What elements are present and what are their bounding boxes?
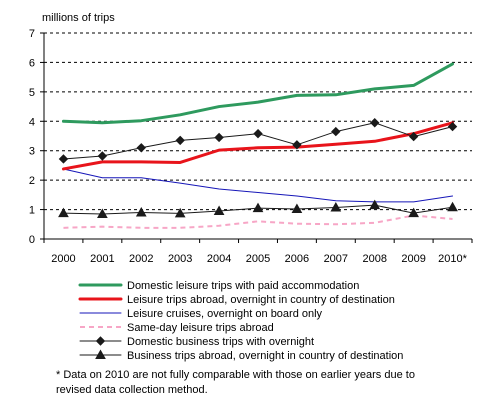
x-tick-label: 2004 (207, 253, 231, 265)
data-point (408, 207, 419, 218)
y-tick-label: 4 (29, 116, 35, 128)
x-tick-label: 2001 (90, 253, 114, 265)
legend: Domestic leisure trips with paid accommo… (78, 280, 403, 362)
series-line-1 (61, 121, 455, 171)
data-point (447, 121, 458, 132)
series-line-2 (62, 168, 454, 203)
series-4 (58, 118, 458, 164)
data-point (97, 208, 108, 218)
data-point (447, 201, 458, 212)
data-point (330, 201, 342, 212)
x-tick-label: 2009 (401, 253, 425, 265)
x-tick-label: 2006 (285, 253, 309, 265)
data-point (253, 128, 263, 139)
legend-label: Same-day leisure trips abroad (127, 322, 274, 334)
y-tick-label: 7 (29, 28, 35, 40)
y-tick-label: 3 (29, 146, 35, 158)
series-5 (58, 199, 458, 218)
x-tick-label: 2007 (324, 253, 348, 265)
series-line-0 (61, 62, 455, 125)
series-line-3 (63, 214, 453, 229)
data-point (135, 206, 147, 217)
data-point (214, 132, 224, 143)
legend-item: Leisure trips abroad, overnight in count… (78, 294, 395, 306)
y-tick-label: 5 (29, 87, 35, 99)
series-2 (62, 168, 454, 203)
y-axis-label: millions of trips (42, 12, 115, 24)
data-point (174, 207, 186, 218)
y-tick-label: 0 (29, 234, 35, 246)
x-tick-label: 2005 (246, 253, 270, 265)
series-line-4 (62, 122, 454, 160)
data-point (213, 205, 225, 216)
x-tick-label: 2000 (51, 253, 75, 265)
legend-label: Leisure trips abroad, overnight in count… (127, 294, 395, 306)
grid (44, 32, 472, 211)
legend-item: Domestic leisure trips with paid accommo… (78, 280, 359, 292)
legend-label: Leisure cruises, overnight on board only (127, 308, 323, 320)
data-point (136, 143, 146, 153)
legend-item: Domestic business trips with overnight (79, 336, 314, 348)
legend-label: Business trips abroad, overnight in coun… (127, 350, 403, 362)
x-tick-label: 2010* (438, 253, 467, 265)
data-point (58, 207, 69, 218)
legend-marker (95, 336, 106, 346)
series-3 (63, 214, 453, 229)
data-point (331, 126, 341, 137)
legend-item: Business trips abroad, overnight in coun… (79, 349, 403, 362)
data-point (370, 118, 380, 128)
x-tick-label: 2002 (129, 253, 153, 265)
legend-marker (95, 349, 106, 359)
x-tick-labels: 2000 2001 2002 2003 2004 2005 2006 2007 2008 2009… (51, 253, 467, 265)
data-point (97, 151, 108, 161)
footnote-line-1: * Data on 2010 are not fully comparable … (56, 369, 415, 381)
y-tick-label: 2 (29, 175, 35, 187)
data-point (291, 203, 303, 213)
data-point (58, 154, 69, 164)
y-tick-labels: 0 1 2 3 4 5 6 7 (29, 28, 35, 246)
legend-item: Leisure cruises, overnight on board only (79, 308, 323, 320)
series-0 (61, 62, 455, 125)
data-point (369, 199, 381, 210)
y-tick-label: 6 (29, 57, 35, 69)
x-tick-label: 2003 (168, 253, 192, 265)
series-1 (61, 121, 455, 171)
data-point (408, 131, 419, 142)
data-point (292, 140, 302, 150)
y-tick-label: 1 (29, 205, 35, 217)
footnote-line-2: revised data collection method. (56, 384, 208, 396)
legend-label: Domestic business trips with overnight (127, 336, 314, 348)
x-tick-label: 2008 (362, 253, 386, 265)
data-point (175, 135, 185, 146)
series-lines (58, 62, 458, 229)
data-point (252, 202, 264, 213)
axes (40, 32, 473, 243)
legend-item: Same-day leisure trips abroad (80, 322, 274, 334)
legend-label: Domestic leisure trips with paid accommo… (127, 280, 359, 292)
